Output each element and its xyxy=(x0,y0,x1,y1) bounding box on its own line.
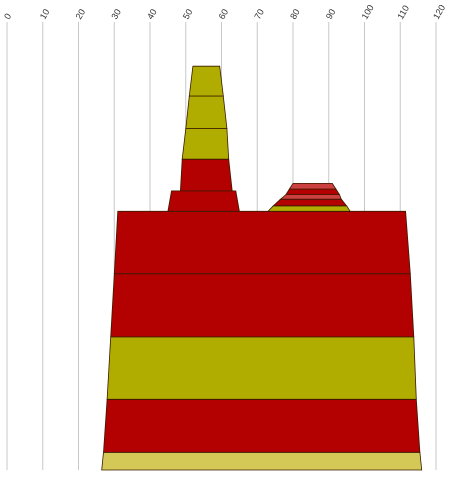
x-tick-label-120: 120 xyxy=(431,3,447,21)
x-tick-label-20: 20 xyxy=(74,7,88,21)
layer-s2-3 xyxy=(181,128,230,160)
layer-s1-2 xyxy=(103,398,421,453)
layer-s3-5 xyxy=(288,182,337,190)
x-tick-label-0: 0 xyxy=(2,12,13,21)
x-tick-label-80: 80 xyxy=(288,7,302,21)
layer-s2-5 xyxy=(188,65,224,97)
layer-s2-4 xyxy=(185,95,228,129)
layer-s1-1 xyxy=(101,451,423,471)
x-tick-label-60: 60 xyxy=(217,7,231,21)
layer-s3-1 xyxy=(267,205,351,212)
x-tick-label-30: 30 xyxy=(109,7,123,21)
x-tick-label-50: 50 xyxy=(181,7,195,21)
x-tick-label-70: 70 xyxy=(252,7,266,21)
x-tick-label-40: 40 xyxy=(145,7,159,21)
layer-s2-2 xyxy=(179,158,233,192)
layer-s1-4 xyxy=(110,273,415,338)
x-tick-labels: 0 10 20 30 40 50 60 70 80 90 100 110 120 xyxy=(2,3,447,21)
layer-s3-2 xyxy=(272,198,348,207)
x-tick-label-90: 90 xyxy=(324,7,338,21)
x-tick-label-110: 110 xyxy=(395,4,411,21)
layer-s1-3 xyxy=(106,336,417,400)
x-tick-label-100: 100 xyxy=(360,3,376,21)
layer-s2-1 xyxy=(167,190,240,212)
layer-s3-3 xyxy=(279,194,342,200)
x-tick-label-10: 10 xyxy=(38,7,52,21)
chart-layers xyxy=(101,65,423,471)
layer-s3-4 xyxy=(285,188,341,196)
layer-s1-5 xyxy=(113,210,411,275)
